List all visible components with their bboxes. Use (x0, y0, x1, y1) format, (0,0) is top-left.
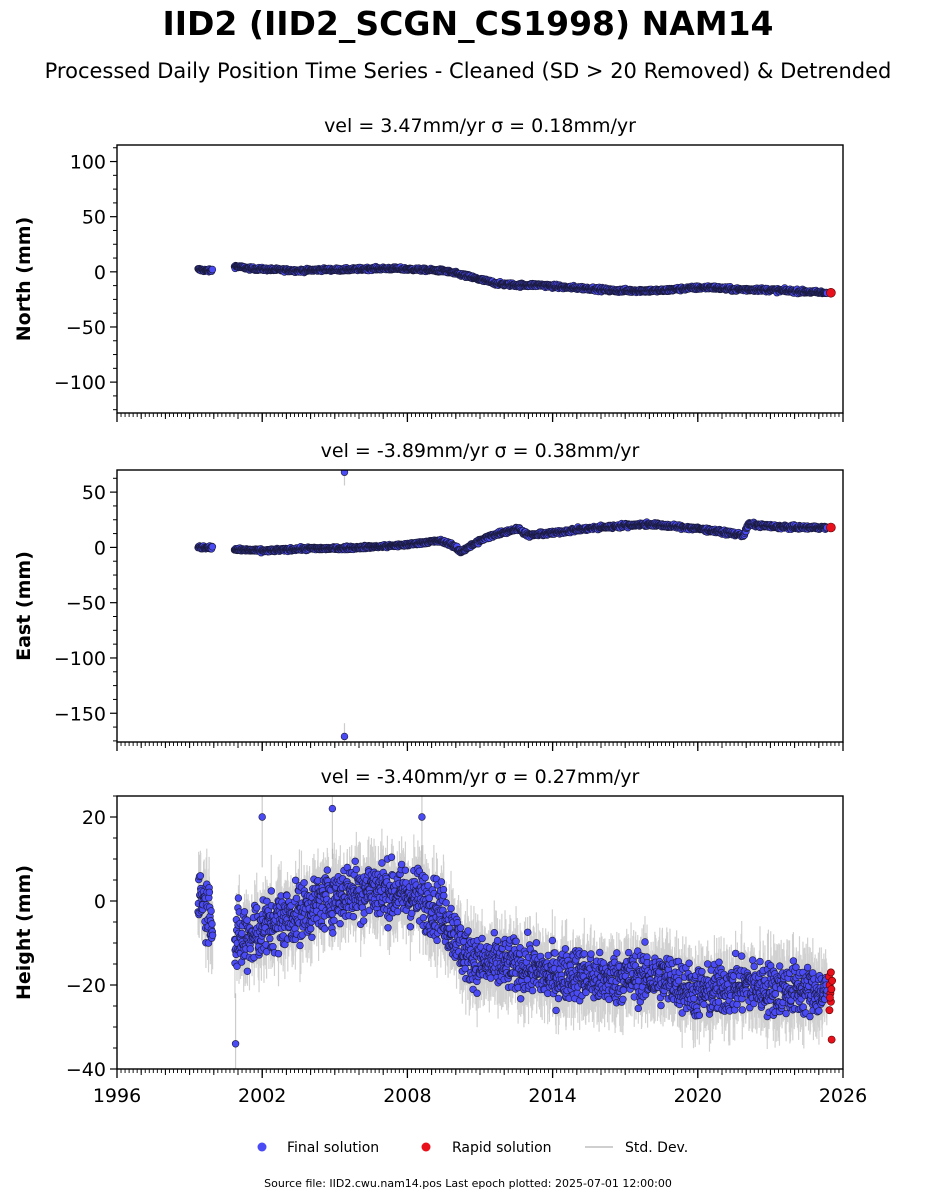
plot-area-north (194, 261, 836, 298)
panels-group: vel = 3.47mm/yr σ = 0.18mm/yr 100 50 0 −50 −1… (13, 115, 867, 1107)
rapid-solution-points-north (826, 287, 836, 298)
panel-north: vel = 3.47mm/yr σ = 0.18mm/yr 100 50 0 −50 −1… (13, 115, 844, 422)
y-tick-label: −50 (66, 317, 106, 339)
rapid-point (826, 287, 836, 298)
y-tick-label: −100 (54, 648, 106, 670)
y-axis-label-north: North (mm) (13, 217, 35, 342)
y-tick-label: 0 (94, 537, 106, 559)
rapid-solution-points-east (826, 522, 836, 533)
figure-subtitle: Processed Daily Position Time Series - C… (45, 59, 892, 83)
final-solution-points-east (194, 518, 831, 557)
y-tick-label: 50 (82, 482, 106, 504)
panel-east: vel = -3.89mm/yr σ = 0.38mm/yr 50 0 −50 −100… (13, 440, 844, 751)
y-tick-label: 50 (82, 207, 106, 229)
panel-title-north: vel = 3.47mm/yr σ = 0.18mm/yr (324, 115, 636, 137)
y-tick-label: −150 (54, 703, 106, 725)
figure-title: IID2 (IID2_SCGN_CS1998) NAM14 (162, 4, 773, 43)
y-tick-label: −100 (54, 372, 106, 394)
final-point-outlier (340, 732, 349, 741)
final-solution-points-north (194, 261, 831, 298)
axes-frame-east (116, 469, 844, 743)
final-point (208, 265, 217, 274)
plot-area-east (194, 470, 836, 742)
final-point (208, 543, 217, 551)
rapid-point (826, 522, 836, 533)
y-tick-label: −50 (66, 593, 106, 615)
y-tick-label: 100 (70, 152, 106, 174)
y-tick-label: 0 (94, 262, 106, 284)
panel-title-east: vel = -3.89mm/yr σ = 0.38mm/yr (321, 440, 640, 462)
